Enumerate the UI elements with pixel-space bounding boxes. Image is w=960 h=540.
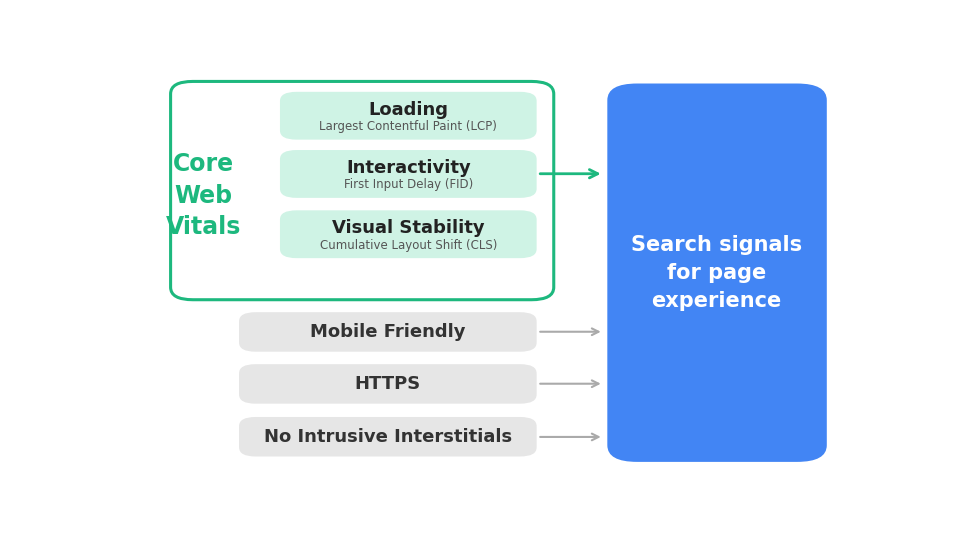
Text: HTTPS: HTTPS xyxy=(354,375,421,393)
FancyBboxPatch shape xyxy=(239,364,537,404)
FancyBboxPatch shape xyxy=(239,312,537,352)
Text: No Intrusive Interstitials: No Intrusive Interstitials xyxy=(264,428,512,445)
Text: Core
Web
Vitals: Core Web Vitals xyxy=(166,152,241,239)
Text: Mobile Friendly: Mobile Friendly xyxy=(310,323,466,341)
Text: Visual Stability: Visual Stability xyxy=(332,219,485,237)
FancyBboxPatch shape xyxy=(280,150,537,198)
Text: Cumulative Layout Shift (CLS): Cumulative Layout Shift (CLS) xyxy=(320,239,497,252)
Text: Largest Contentful Paint (LCP): Largest Contentful Paint (LCP) xyxy=(320,120,497,133)
FancyBboxPatch shape xyxy=(239,417,537,456)
Text: Search signals
for page
experience: Search signals for page experience xyxy=(631,235,803,310)
FancyBboxPatch shape xyxy=(280,92,537,140)
Text: Loading: Loading xyxy=(369,100,448,118)
FancyBboxPatch shape xyxy=(171,82,554,300)
FancyBboxPatch shape xyxy=(280,210,537,258)
Text: First Input Delay (FID): First Input Delay (FID) xyxy=(344,178,473,192)
FancyBboxPatch shape xyxy=(608,84,827,462)
Text: Interactivity: Interactivity xyxy=(346,159,470,177)
